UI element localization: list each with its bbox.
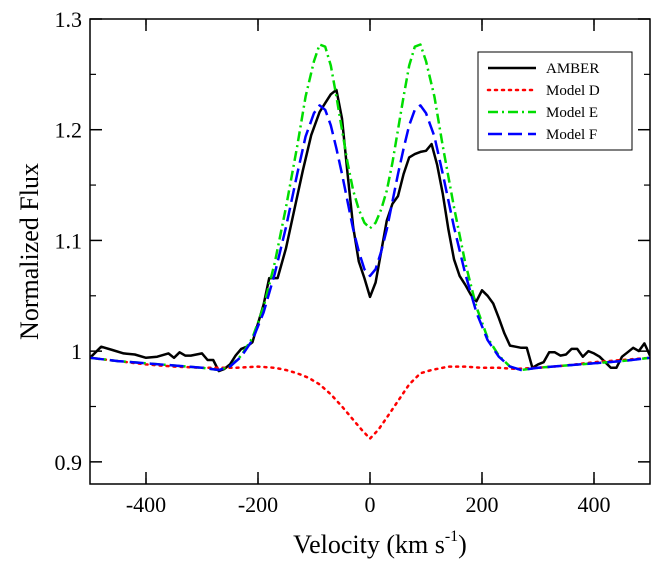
legend-label-model-f: Model F [546, 127, 597, 143]
x-tick-label: -400 [126, 492, 166, 517]
x-tick-label: -200 [238, 492, 278, 517]
x-tick-label: 400 [578, 492, 611, 517]
legend: AMBER Model D Model E Model F [477, 51, 633, 151]
y-tick-label: 1.2 [55, 118, 83, 143]
series-line-model-f [90, 104, 650, 372]
series-layer [90, 43, 650, 440]
legend-label-amber: AMBER [546, 61, 599, 77]
ticks-layer: -400 -200 0 200 400 0.9 1 1.1 1.2 1.3 [55, 7, 650, 517]
y-tick-label: 1 [71, 339, 82, 364]
y-tick-label: 1.3 [55, 7, 83, 32]
legend-label-model-e: Model E [546, 105, 598, 121]
x-axis-title-close: ) [458, 530, 467, 559]
x-tick-label: 0 [365, 492, 376, 517]
y-tick-label: 1.1 [55, 228, 83, 253]
y-tick-label: 0.9 [55, 450, 83, 475]
x-axis-title-main: Velocity (km s [293, 530, 445, 559]
legend-label-model-d: Model D [546, 83, 600, 99]
series-line-model-d [90, 356, 650, 440]
x-tick-label: 200 [466, 492, 499, 517]
y-axis-title: Normalized Flux [15, 163, 44, 340]
x-axis-title: Velocity (km s-1) [293, 528, 467, 559]
x-axis-title-superscript: -1 [445, 528, 458, 545]
